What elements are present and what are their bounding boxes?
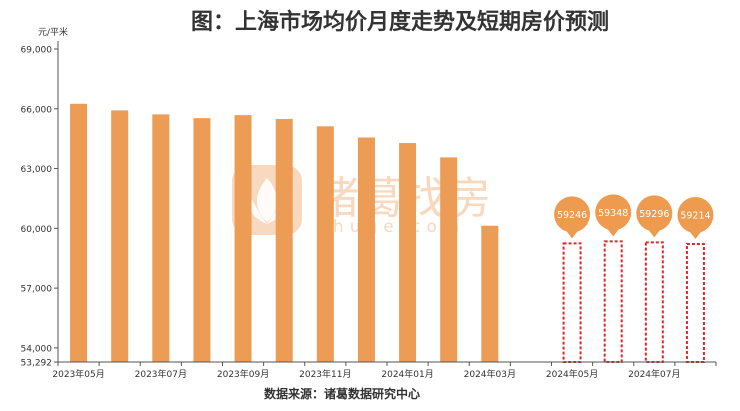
y-tick-label: 54,000 bbox=[21, 344, 53, 354]
y-tick-label: 57,000 bbox=[21, 285, 53, 295]
forecast-bubble bbox=[554, 196, 591, 233]
bar bbox=[111, 110, 129, 362]
forecast-bubble bbox=[677, 196, 714, 233]
x-tick-label: 2024年01月 bbox=[381, 368, 433, 380]
bar bbox=[357, 137, 375, 362]
forecast-value-label: 59348 bbox=[598, 208, 628, 219]
y-tick-label: 60,000 bbox=[21, 225, 53, 235]
forecast-value-label: 59214 bbox=[680, 210, 710, 221]
x-tick-label: 2024年07月 bbox=[628, 368, 680, 380]
y-tick-label: 66,000 bbox=[21, 105, 53, 115]
y-axis-unit: 元/平米 bbox=[38, 26, 68, 38]
y-tick-label: 69,000 bbox=[21, 46, 53, 56]
forecast-value-label: 59296 bbox=[639, 209, 669, 220]
x-tick-label: 2023年07月 bbox=[135, 368, 187, 380]
forecast-bar bbox=[562, 242, 582, 364]
bar bbox=[275, 118, 293, 362]
forecast-value-label: 59246 bbox=[557, 210, 587, 221]
x-axis-tick-labels: 2023年05月 2023年07月 2023年09月 2023年11月 2024年01月… bbox=[52, 362, 717, 380]
y-tick-label: 53,292 bbox=[21, 359, 53, 369]
bar bbox=[481, 225, 499, 362]
bar bbox=[70, 103, 88, 362]
forecast-bar bbox=[644, 241, 664, 364]
bar bbox=[193, 118, 211, 363]
y-axis-tick-labels: 53,292 54,000 57,000 60,000 63,000 66,000 69,0… bbox=[21, 46, 58, 369]
data-source: 数据来源：诸葛数据研究中心 bbox=[264, 386, 420, 401]
bar bbox=[440, 157, 458, 362]
bar bbox=[152, 114, 170, 362]
forecast-bubble bbox=[636, 195, 673, 232]
bar bbox=[234, 115, 252, 363]
y-tick-label: 63,000 bbox=[21, 165, 53, 175]
x-tick-label: 2023年09月 bbox=[217, 368, 269, 380]
x-tick-label: 2024年05月 bbox=[546, 368, 598, 380]
bar bbox=[316, 126, 334, 362]
x-tick-label: 2023年11月 bbox=[299, 368, 351, 380]
bars bbox=[70, 103, 499, 363]
x-tick-label: 2024年03月 bbox=[464, 368, 516, 380]
watermark-domain: zhuge.com bbox=[318, 217, 465, 237]
forecast-bar bbox=[603, 240, 623, 363]
chart-title: 图：上海市场均价月度走势及短期房价预测 bbox=[191, 9, 609, 35]
forecast-bubble bbox=[595, 194, 632, 231]
forecast-bar bbox=[685, 242, 705, 363]
bar bbox=[399, 143, 417, 362]
forecast-marks: 59246 59348 59296 59214 bbox=[554, 194, 714, 364]
x-tick-label: 2023年05月 bbox=[52, 368, 104, 380]
